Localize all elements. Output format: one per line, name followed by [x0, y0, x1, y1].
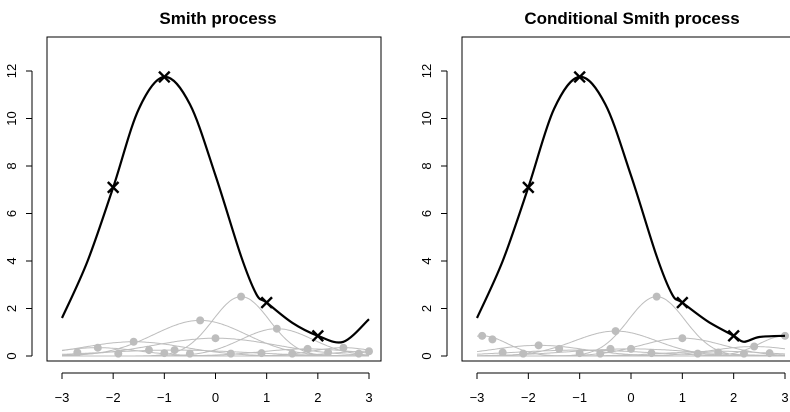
x-tick-label: 2 — [730, 390, 737, 405]
background-point — [93, 343, 102, 352]
background-point — [73, 348, 82, 357]
background-point — [226, 349, 235, 358]
background-point — [693, 349, 702, 358]
background-point — [237, 292, 246, 301]
background-point — [714, 348, 723, 357]
background-point — [339, 343, 348, 352]
observation-marker — [676, 296, 689, 309]
x-tick-label: 1 — [263, 390, 270, 405]
background-point — [596, 349, 605, 358]
observation-marker — [522, 181, 535, 194]
max-curve — [60, 75, 370, 344]
background-point — [272, 324, 281, 333]
background-point — [354, 349, 363, 358]
background-point — [303, 344, 312, 353]
x-tick-label: 2 — [314, 390, 321, 405]
background-point — [365, 347, 373, 356]
observation-marker — [260, 296, 273, 309]
y-tick-label: 8 — [4, 162, 19, 169]
y-tick-label: 4 — [4, 257, 19, 264]
background-point — [606, 344, 615, 353]
background-point — [519, 349, 528, 358]
y-tick-label: 12 — [419, 64, 434, 78]
x-tick-label: −1 — [157, 390, 172, 405]
background-point — [211, 334, 220, 343]
background-point — [647, 349, 656, 358]
background-curve — [61, 349, 370, 357]
background-point — [478, 331, 487, 340]
chart-title: Conditional Smith process — [524, 9, 739, 28]
background-point — [765, 349, 774, 358]
y-tick-label: 10 — [4, 111, 19, 125]
observation-marker — [727, 329, 740, 343]
background-point — [750, 342, 759, 351]
background-point — [555, 344, 564, 353]
background-point — [739, 349, 748, 358]
y-tick-label: 2 — [4, 305, 19, 312]
x-tick-label: 0 — [212, 390, 219, 405]
y-tick-label: 0 — [419, 352, 434, 359]
observation-marker — [106, 181, 120, 194]
x-tick-label: 0 — [627, 390, 634, 405]
background-point — [144, 346, 153, 355]
x-tick-label: −3 — [470, 390, 485, 405]
observation-marker — [311, 329, 325, 343]
background-point — [324, 348, 333, 357]
x-tick-label: −1 — [572, 390, 587, 405]
background-point — [129, 337, 138, 346]
y-tick-label: 4 — [419, 257, 434, 264]
background-point — [534, 341, 543, 350]
y-tick-label: 0 — [4, 352, 19, 359]
background-point — [652, 292, 661, 301]
y-tick-label: 6 — [4, 210, 19, 217]
plot-frame — [46, 36, 382, 362]
x-tick-label: 3 — [365, 390, 372, 405]
y-tick-label: 6 — [419, 210, 434, 217]
background-point — [611, 327, 620, 336]
background-point — [185, 349, 194, 358]
background-point — [488, 335, 497, 344]
background-point — [257, 349, 266, 358]
y-tick-label: 10 — [419, 111, 434, 125]
x-tick-label: −2 — [106, 390, 121, 405]
plot-area — [475, 75, 789, 358]
chart-title: Smith process — [159, 9, 276, 28]
background-point — [627, 344, 635, 353]
observation-marker — [158, 70, 171, 84]
background-point — [678, 334, 687, 343]
x-tick-label: 1 — [679, 390, 686, 405]
x-tick-label: −2 — [521, 390, 536, 405]
background-point — [160, 349, 169, 358]
plot-area — [60, 75, 373, 358]
background-point — [498, 348, 507, 357]
plot-frame — [461, 36, 790, 362]
x-tick-label: −3 — [55, 390, 70, 405]
y-tick-label: 2 — [419, 305, 434, 312]
observation-marker — [573, 70, 586, 84]
background-point — [114, 349, 123, 358]
x-tick-label: 3 — [781, 390, 788, 405]
max-curve — [475, 75, 786, 343]
background-point — [575, 349, 584, 358]
background-point — [196, 316, 205, 325]
background-curve — [62, 296, 369, 357]
panel-conditional-smith-process: Conditional Smith process −3 −2 −1 0 1 2 30246… — [419, 9, 790, 405]
background-point — [288, 349, 297, 358]
background-curve — [62, 350, 369, 357]
y-tick-label: 8 — [419, 162, 434, 169]
y-tick-label: 12 — [4, 64, 19, 78]
background-curve — [477, 350, 786, 357]
background-point — [170, 346, 179, 355]
